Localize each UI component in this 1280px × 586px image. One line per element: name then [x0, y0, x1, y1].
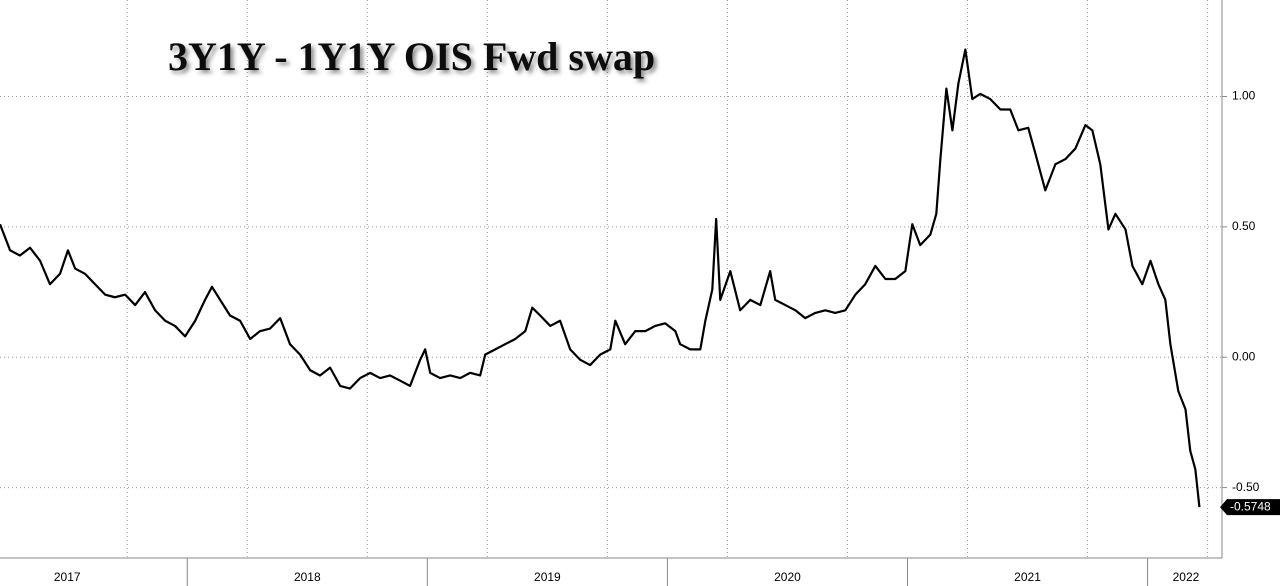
x-tick-label: 2021	[1014, 570, 1041, 584]
y-tick-label: 1.00	[1232, 89, 1256, 103]
last-value-label: -0.5748	[1230, 499, 1271, 513]
x-tick-label: 2022	[1173, 570, 1200, 584]
last-value-tag: -0.5748	[1220, 499, 1280, 516]
grid	[0, 0, 1222, 558]
plot	[0, 48, 1201, 508]
last-value-pointer	[1220, 499, 1280, 516]
series-line	[0, 48, 1201, 508]
x-tick-label: 2018	[294, 570, 321, 584]
chart-title: 3Y1Y - 1Y1Y OIS Fwd swap	[168, 34, 655, 79]
x-tick-label: 2017	[54, 570, 81, 584]
y-tick-label: 0.50	[1232, 219, 1256, 233]
x-tick-label: 2020	[774, 570, 801, 584]
y-tick-label: -0.50	[1232, 480, 1260, 494]
y-tick-label: 0.00	[1232, 349, 1256, 363]
x-tick-label: 2019	[534, 570, 561, 584]
